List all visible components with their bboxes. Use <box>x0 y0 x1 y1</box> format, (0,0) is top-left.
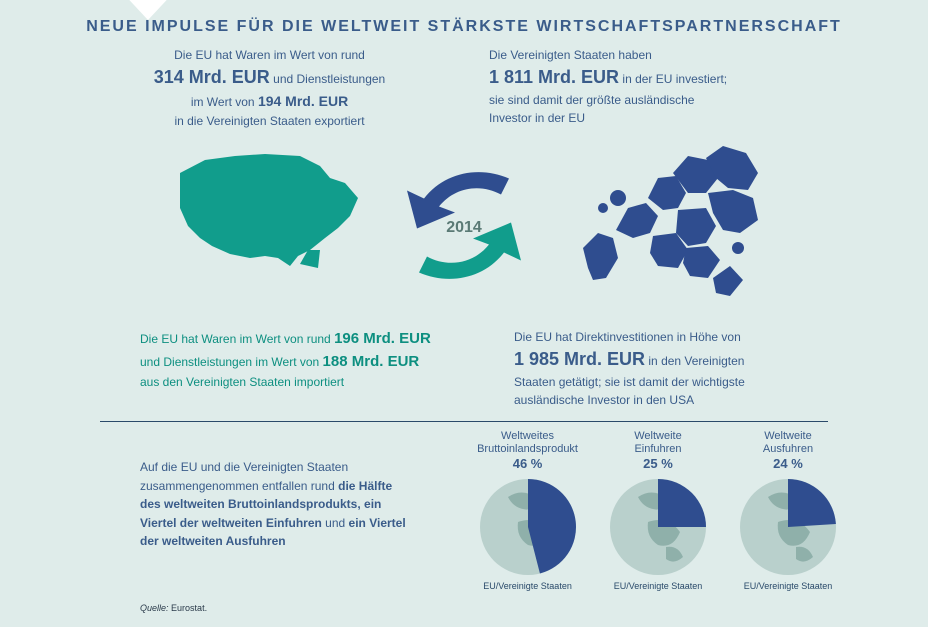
tr-line2: sie sind damit der größte ausländische <box>489 93 694 107</box>
triangle-pointer <box>120 0 176 20</box>
eu-map-icon <box>558 138 788 323</box>
ml-b1: 196 Mrd. EUR <box>334 330 431 347</box>
globe-caption: EU/Vereinigte Staaten <box>477 581 578 591</box>
mr-l1: Die EU hat Direktinvestitionen in Höhe v… <box>514 330 741 344</box>
globe-col-0: WeltweitesBruttoinlandsprodukt46 % EU/Ver… <box>477 430 578 591</box>
top-left-block: Die EU hat Waren im Wert von rund 314 Mr… <box>100 46 439 130</box>
source-citation: Quelle: Eurostat. <box>140 603 207 613</box>
top-text-row: Die EU hat Waren im Wert von rund 314 Mr… <box>0 46 928 130</box>
mid-left-block: Die EU hat Waren im Wert von rund 196 Mr… <box>140 328 454 409</box>
globe-title-l2: Einfuhren <box>608 443 708 455</box>
globe-title-l2: Bruttoinlandsprodukt <box>477 443 578 455</box>
tr-line1: Die Vereinigten Staaten haben <box>489 48 652 62</box>
globe-caption: EU/Vereinigte Staaten <box>738 581 838 591</box>
ml-l3: aus den Vereinigten Staaten importiert <box>140 375 344 389</box>
globe-title-l2: Ausfuhren <box>738 443 838 455</box>
mr-after: in den Vereinigten <box>648 354 744 368</box>
globe-pct: 46 % <box>477 456 578 471</box>
globe-icon <box>478 477 578 577</box>
bottom-row: Auf die EU und die Vereinigten Staaten z… <box>0 430 928 591</box>
tr-big: 1 811 Mrd. EUR <box>489 67 619 87</box>
us-map-icon <box>170 138 380 283</box>
mid-right-block: Die EU hat Direktinvestitionen in Höhe v… <box>514 328 828 409</box>
bt-p1: Auf die EU und die Vereinigten Staaten z… <box>140 460 348 493</box>
bottom-text-block: Auf die EU und die Vereinigten Staaten z… <box>140 430 417 551</box>
globe-col-1: WeltweiteEinfuhren25 % EU/Vereinigte Staa… <box>608 430 708 591</box>
source-value: Eurostat. <box>171 603 207 613</box>
tl-line2: im Wert von <box>191 95 258 109</box>
mr-big: 1 985 Mrd. EUR <box>514 349 645 369</box>
maps-row: 2014 <box>0 138 928 318</box>
ml-l1a: Die EU hat Waren im Wert von rund <box>140 332 334 346</box>
globe-caption: EU/Vereinigte Staaten <box>608 581 708 591</box>
tl-line1: Die EU hat Waren im Wert von rund <box>174 48 365 62</box>
tl-big: 314 Mrd. EUR <box>154 67 270 87</box>
globe-pct: 25 % <box>608 456 708 471</box>
bt-mid: und <box>325 516 348 530</box>
mr-l3: ausländische Investor in den USA <box>514 393 694 407</box>
ml-b2: 188 Mrd. EUR <box>323 353 420 370</box>
tl-line3: in die Vereinigten Staaten exportiert <box>174 114 364 128</box>
tr-after: in der EU investiert; <box>622 72 727 86</box>
year-label: 2014 <box>446 219 482 237</box>
source-label: Quelle: <box>140 603 169 613</box>
globe-col-2: WeltweiteAusfuhren24 % EU/Vereinigte Staa… <box>738 430 838 591</box>
globe-title-l1: Weltweites <box>477 430 578 442</box>
ml-l2a: und Dienstleistungen im Wert von <box>140 355 323 369</box>
globe-icon <box>738 477 838 577</box>
globes-row: WeltweitesBruttoinlandsprodukt46 % EU/Ver… <box>427 430 838 591</box>
separator-line <box>100 421 828 422</box>
tl-mid-b: 194 Mrd. EUR <box>258 93 348 109</box>
tl-mid-a: und Dienstleistungen <box>273 72 385 86</box>
globe-icon <box>608 477 708 577</box>
mr-l2: Staaten getätigt; sie ist damit der wich… <box>514 375 745 389</box>
mid-text-row: Die EU hat Waren im Wert von rund 196 Mr… <box>0 318 928 421</box>
tr-line3: Investor in der EU <box>489 111 585 125</box>
globe-pct: 24 % <box>738 456 838 471</box>
top-right-block: Die Vereinigten Staaten haben 1 811 Mrd.… <box>459 46 828 130</box>
globe-title-l1: Weltweite <box>738 430 838 442</box>
globe-title-l1: Weltweite <box>608 430 708 442</box>
